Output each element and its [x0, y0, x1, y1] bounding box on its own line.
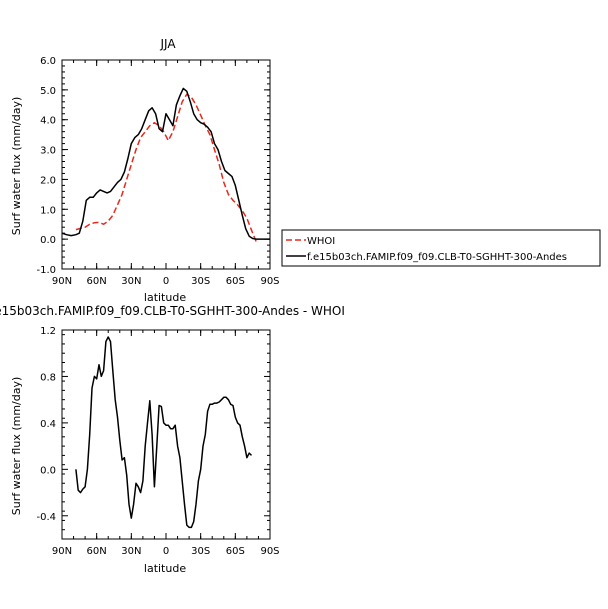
y-tick-label: 1.0: [40, 205, 56, 216]
top-chart-panel: JJA Surf water flux (mm/day) latitude 90…: [10, 37, 280, 304]
y-tick-label: 3.0: [40, 146, 56, 157]
y-tick-label: 6.0: [40, 56, 56, 67]
x-tick-label: 60S: [226, 276, 245, 287]
x-tick-label: 30N: [121, 546, 141, 557]
x-tick-label: 30S: [191, 546, 210, 557]
x-tick-label: 0: [163, 546, 169, 557]
y-tick-label: 1.2: [40, 326, 56, 337]
x-tick-label: 60N: [87, 276, 107, 287]
legend: WHOI f.e15b03ch.FAMIP.f09_f09.CLB-T0-SGH…: [281, 229, 601, 267]
series-line-0-1: [61, 87, 270, 240]
legend-label-model: f.e15b03ch.FAMIP.f09_f09.CLB-T0-SGHHT-30…: [307, 252, 567, 263]
x-tick-label: 90N: [52, 546, 72, 557]
y-tick-label: -0.4: [36, 512, 56, 523]
bottom-chart-title: f.e15b03ch.FAMIP.f09_f09.CLB-T0-SGHHT-30…: [0, 304, 345, 318]
y-tick-label: 0.8: [40, 372, 56, 383]
x-tick-label: 90S: [260, 276, 279, 287]
top-chart-title: JJA: [159, 37, 176, 51]
x-tick-label: 30S: [191, 276, 210, 287]
series-line-0-0: [75, 93, 257, 242]
x-tick-label: 90N: [52, 276, 72, 287]
x-tick-label: 60N: [87, 546, 107, 557]
top-chart-y-axis-label: Surf water flux (mm/day): [10, 97, 23, 236]
y-tick-label: 4.0: [40, 116, 56, 127]
legend-label-whoi: WHOI: [307, 236, 335, 247]
x-tick-label: 30N: [121, 276, 141, 287]
x-tick-label: 60S: [226, 546, 245, 557]
series-line-1-0: [75, 336, 253, 529]
bottom-chart-panel: f.e15b03ch.FAMIP.f09_f09.CLB-T0-SGHHT-30…: [0, 304, 345, 575]
y-tick-label: -1.0: [36, 265, 56, 276]
plot-frame: [61, 59, 271, 270]
bottom-chart-x-axis-label: latitude: [144, 562, 186, 575]
plot-frame: [61, 329, 271, 540]
y-tick-label: 2.0: [40, 175, 56, 186]
bottom-chart-y-axis-label: Surf water flux (mm/day): [10, 377, 23, 516]
x-tick-label: 0: [163, 276, 169, 287]
y-tick-label: 0.0: [40, 235, 56, 246]
y-tick-label: 5.0: [40, 86, 56, 97]
top-chart-x-axis-label: latitude: [144, 291, 186, 304]
x-tick-label: 90S: [260, 546, 279, 557]
y-tick-label: 0.4: [40, 419, 56, 430]
legend-box: [281, 229, 601, 267]
y-tick-label: 0.0: [40, 465, 56, 476]
